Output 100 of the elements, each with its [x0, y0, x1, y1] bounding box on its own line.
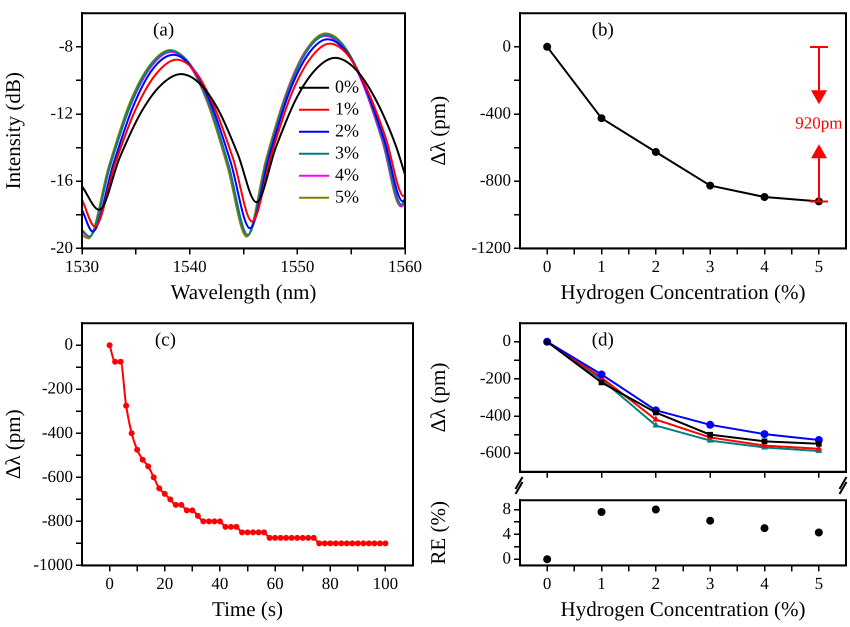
point	[283, 534, 290, 541]
point	[278, 534, 284, 541]
annotation: 920pm	[795, 114, 842, 133]
point	[294, 534, 300, 541]
x-tick-label: 100	[372, 574, 398, 594]
point	[382, 540, 388, 546]
x-tick-label: 1	[597, 574, 606, 594]
point	[228, 524, 234, 530]
y-tick-label: -200	[42, 378, 73, 398]
point	[272, 534, 278, 541]
point	[366, 540, 372, 546]
point	[598, 370, 606, 378]
point	[327, 540, 334, 546]
point	[338, 540, 344, 546]
legend-label: 2%	[335, 120, 359, 141]
point	[762, 438, 768, 444]
x-tick-label: 5	[814, 257, 824, 276]
point	[189, 507, 196, 514]
x-tick-label: 4	[760, 257, 770, 276]
x-tick-label: 5	[814, 574, 824, 594]
point	[112, 358, 118, 365]
point	[332, 540, 339, 546]
legend-label: 4%	[335, 164, 359, 185]
x-tick-label: 4	[760, 574, 770, 594]
point	[652, 506, 660, 514]
point	[598, 508, 606, 516]
point	[371, 540, 378, 546]
point	[184, 507, 190, 514]
x-axis-title: Hydrogen Concentration (%)	[560, 280, 806, 304]
y-tick-label: -400	[480, 406, 511, 425]
point	[598, 380, 604, 386]
x-tick-label: 1	[597, 257, 606, 276]
x-tick-label: 1560	[388, 257, 422, 276]
point	[760, 192, 768, 201]
point	[300, 534, 306, 541]
point	[652, 422, 660, 428]
point	[652, 416, 660, 422]
x-tick-label: 40	[211, 574, 228, 594]
y-axis-title: Δλ (pm)	[426, 362, 450, 432]
point	[543, 42, 552, 51]
annotation: (c)	[154, 330, 176, 351]
point	[150, 474, 157, 480]
x-tick-label: 80	[322, 574, 339, 594]
point	[543, 555, 552, 564]
annotation: (d)	[592, 330, 614, 351]
annotation: (b)	[592, 20, 614, 41]
point	[128, 430, 135, 436]
point	[233, 524, 240, 530]
point	[222, 524, 228, 530]
point	[360, 540, 366, 546]
point	[598, 114, 606, 122]
y-tick-label: 0	[502, 548, 511, 568]
point	[134, 446, 140, 453]
point	[156, 485, 162, 492]
y-tick-label: -12	[50, 103, 73, 122]
legend-label: 1%	[335, 98, 359, 119]
x-axis-title: Hydrogen Concentration (%)	[560, 596, 806, 621]
y-tick-label: -1200	[471, 238, 511, 257]
point	[123, 402, 130, 409]
point	[140, 456, 146, 463]
y-tick-label: 4	[502, 524, 512, 543]
x-tick-label: 20	[156, 574, 174, 594]
point	[211, 518, 218, 524]
point	[376, 540, 383, 546]
point	[706, 516, 714, 525]
point	[238, 529, 245, 536]
x-tick-label: 0	[542, 574, 552, 594]
y-tick-label: -200	[480, 368, 511, 388]
point	[250, 529, 256, 536]
point	[305, 534, 312, 541]
y-tick-label: 0	[502, 36, 511, 56]
point	[167, 496, 174, 502]
point	[653, 410, 659, 416]
y-tick-label: 8	[502, 498, 511, 518]
y-tick-label: -8	[58, 36, 73, 56]
point	[145, 463, 152, 470]
point	[706, 182, 714, 190]
point	[172, 502, 179, 508]
legend-label: 5%	[335, 186, 359, 207]
point	[816, 440, 822, 447]
point	[200, 518, 206, 524]
x-tick-label: 3	[706, 257, 714, 276]
x-tick-label: 2	[652, 574, 660, 594]
x-tick-label: 1540	[172, 257, 207, 276]
y-tick-label: -800	[42, 510, 73, 530]
y-axis-title: Intensity (dB)	[1, 72, 26, 190]
x-axis-title: Time (s)	[212, 596, 283, 621]
x-tick-label: 3	[706, 574, 714, 594]
point	[244, 529, 250, 536]
legend-label: 3%	[335, 142, 359, 163]
point	[178, 502, 184, 508]
x-tick-label: 2	[652, 257, 660, 276]
y-tick-label: -800	[480, 170, 511, 190]
point	[322, 540, 328, 546]
annotation: (a)	[153, 20, 174, 41]
point	[760, 430, 768, 438]
x-tick-label: 0	[105, 574, 114, 594]
y-tick-label: -20	[50, 238, 73, 257]
y-tick-label: -1000	[33, 554, 73, 574]
x-axis-title: Wavelength (nm)	[170, 280, 316, 304]
